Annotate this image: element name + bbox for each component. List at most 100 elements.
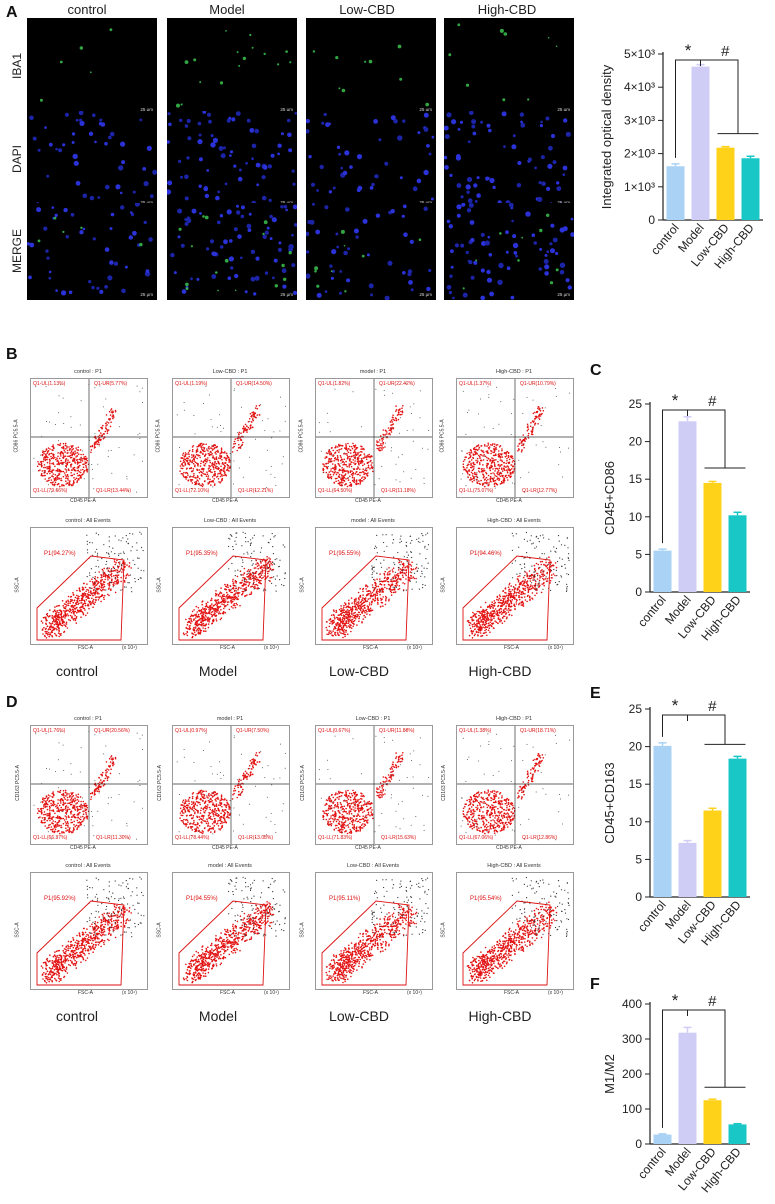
event-dot	[202, 613, 204, 616]
iba1-signal	[53, 216, 57, 220]
event-dot	[68, 483, 71, 485]
event-dot	[254, 412, 257, 414]
event-dot	[48, 458, 51, 461]
event-dot	[197, 463, 199, 465]
event-dot	[329, 473, 331, 476]
event-dot	[90, 568, 92, 570]
event-dot	[374, 593, 377, 596]
event-dot	[222, 599, 225, 602]
event-dot	[143, 570, 145, 572]
event-dot	[232, 604, 235, 606]
event-dot	[271, 563, 273, 566]
nucleus	[340, 166, 343, 170]
event-dot	[43, 452, 45, 455]
event-dot	[366, 462, 369, 464]
event-dot	[57, 478, 59, 480]
nucleus	[426, 286, 431, 292]
event-dot	[80, 474, 82, 477]
event-dot	[383, 584, 386, 586]
event-dot	[252, 582, 255, 585]
event-dot	[45, 613, 48, 616]
event-dot	[326, 621, 328, 623]
y-tick-label: 4×10³	[624, 80, 655, 94]
event-dot	[219, 618, 222, 621]
nucleus	[219, 214, 224, 218]
event-dot	[233, 598, 235, 601]
event-dot	[268, 567, 270, 569]
nucleus	[515, 254, 518, 258]
event-dot	[189, 479, 192, 481]
nucleus	[570, 232, 574, 237]
event-dot	[253, 534, 255, 536]
event-dot	[72, 457, 75, 460]
event-dot	[421, 573, 423, 575]
event-dot	[91, 581, 94, 583]
event-dot	[252, 576, 255, 578]
event-dot	[86, 457, 88, 460]
event-dot	[73, 481, 75, 483]
event-dot	[104, 430, 107, 433]
event-dot	[104, 578, 106, 581]
event-dot	[204, 627, 207, 630]
nucleus	[397, 135, 403, 141]
event-dot	[51, 634, 53, 637]
event-dot	[419, 417, 421, 419]
event-dot	[63, 614, 65, 616]
event-dot	[366, 455, 368, 457]
event-dot	[379, 573, 381, 575]
event-dot	[366, 610, 368, 613]
event-dot	[67, 461, 69, 463]
nucleus	[488, 128, 492, 133]
nucleus	[410, 288, 414, 292]
scale-bar-label: 25 μm	[557, 200, 570, 205]
event-dot	[127, 558, 129, 560]
event-dot	[61, 622, 64, 625]
nucleus	[331, 269, 335, 273]
iba1-signal	[262, 232, 265, 236]
event-dot	[201, 468, 203, 470]
nucleus	[516, 183, 522, 188]
event-dot	[216, 606, 219, 609]
event-dot	[103, 594, 106, 597]
event-dot	[128, 562, 131, 564]
nucleus	[470, 237, 475, 243]
event-dot	[358, 451, 360, 454]
event-dot	[255, 438, 256, 440]
event-dot	[84, 592, 87, 595]
event-dot	[105, 589, 107, 591]
b-quadrant-ul-label: Q1-UL(1.82%)	[318, 381, 351, 387]
iba1-signal	[517, 259, 520, 262]
nucleus	[417, 131, 421, 135]
event-dot	[480, 468, 483, 470]
event-dot	[329, 632, 331, 635]
nucleus	[567, 285, 572, 290]
event-dot	[211, 445, 213, 447]
nucleus	[184, 174, 189, 180]
event-dot	[96, 576, 99, 579]
nucleus	[229, 154, 232, 157]
event-dot	[392, 588, 395, 591]
event-dot	[210, 451, 212, 454]
event-dot	[216, 611, 218, 613]
event-dot	[368, 610, 371, 612]
event-dot	[219, 452, 222, 455]
nucleus	[250, 276, 256, 282]
b-quadrant-ll-label: Q1-LL(79.66%)	[33, 488, 68, 494]
event-dot	[410, 577, 413, 579]
event-dot	[94, 587, 96, 589]
iba1-signal	[546, 213, 550, 217]
event-dot	[253, 567, 256, 569]
event-dot	[397, 412, 400, 414]
nucleus	[378, 138, 382, 142]
nucleus	[228, 116, 232, 120]
nucleus	[118, 165, 124, 171]
event-dot	[376, 444, 379, 447]
event-dot	[472, 453, 475, 455]
nucleus	[216, 220, 221, 225]
event-dot	[99, 589, 102, 591]
event-dot	[334, 617, 336, 620]
event-dot	[82, 466, 85, 468]
event-dot	[125, 541, 127, 543]
event-dot	[186, 453, 188, 455]
event-dot	[342, 608, 344, 610]
